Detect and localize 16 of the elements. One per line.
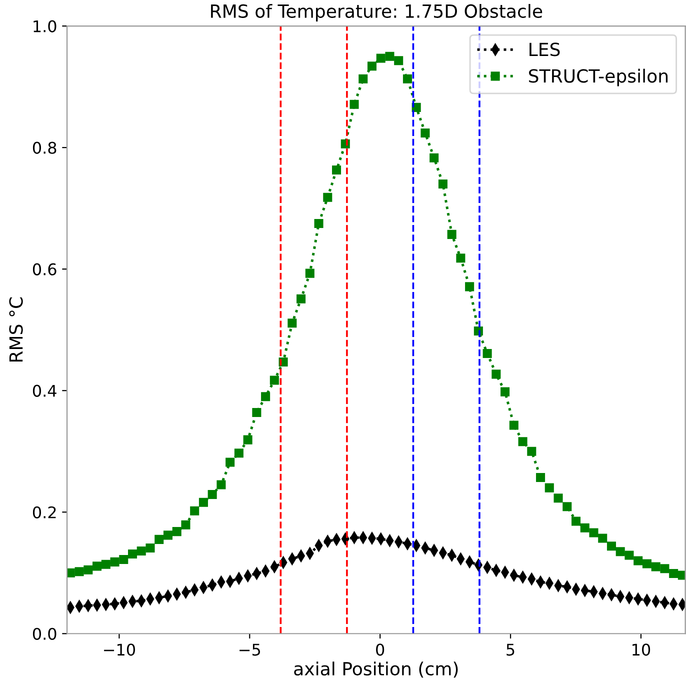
x-tick-label: 0 — [376, 644, 384, 656]
y-tick-label: 0.2 — [32, 506, 56, 518]
y-tick-label: 1.0 — [34, 20, 56, 32]
y-tick-label: 0.6 — [32, 263, 56, 276]
x-tick-label: 10 — [632, 644, 650, 656]
y-tick-label: 0.4 — [32, 384, 56, 397]
y-tick-label: 0.8 — [32, 142, 56, 154]
legend-label: STRUCT-epsilon — [529, 68, 668, 86]
y-tick-label: 0.0 — [32, 628, 56, 640]
y-axis-title: RMS °C — [9, 297, 23, 362]
x-tick-label: −5 — [240, 644, 260, 656]
x-axis-title: axial Position (cm) — [294, 662, 458, 678]
x-tick-label: 5 — [506, 644, 514, 656]
legend-label: LES — [530, 42, 560, 56]
x-tick-label: −10 — [104, 644, 135, 656]
chart-title: RMS of Temperature: 1.75D Obstacle — [211, 4, 542, 22]
